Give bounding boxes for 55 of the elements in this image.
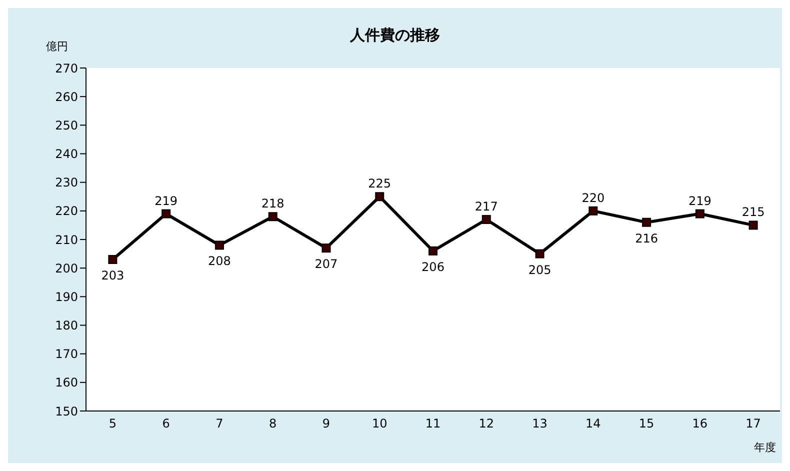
data-label: 225 <box>368 176 392 191</box>
point <box>748 220 758 230</box>
point <box>588 206 598 216</box>
y-axis-title: 億円 <box>46 39 68 54</box>
x-axis-title: 年度 <box>754 440 776 455</box>
data-label: 207 <box>314 257 338 272</box>
point <box>482 214 491 224</box>
data-label: 219 <box>154 194 178 208</box>
y-tick-label: 240 <box>55 147 78 162</box>
y-tick-label: 210 <box>55 232 78 247</box>
point <box>428 246 438 256</box>
x-tick-label: 8 <box>269 416 277 431</box>
x-tick-label: 9 <box>322 416 330 431</box>
point <box>108 255 118 264</box>
x-tick-label: 5 <box>108 416 117 431</box>
data-label: 206 <box>422 260 444 274</box>
point <box>214 240 224 250</box>
y-tick-label: 260 <box>55 90 78 104</box>
data-label: 220 <box>582 190 605 205</box>
x-tick-label: 16 <box>692 416 708 431</box>
data-label: 219 <box>688 194 712 208</box>
point <box>642 218 652 227</box>
y-tick-label: 200 <box>55 261 78 276</box>
x-tick-label: 14 <box>586 416 601 431</box>
y-tick-label: 180 <box>55 318 78 333</box>
point <box>322 244 331 253</box>
data-label: 215 <box>742 205 765 220</box>
data-label: 208 <box>208 254 231 268</box>
x-tick-label: 12 <box>478 416 494 431</box>
point <box>162 209 171 218</box>
y-tick-label: 230 <box>55 176 78 190</box>
x-tick-label: 13 <box>532 416 548 431</box>
y-tick-label: 170 <box>55 347 78 362</box>
x-tick-label: 11 <box>425 416 441 431</box>
y-tick-label: 250 <box>55 118 78 132</box>
chart-title: 人件費の推移 <box>350 26 440 44</box>
data-label: 218 <box>261 196 284 211</box>
y-tick-label: 270 <box>55 61 78 76</box>
y-tick-label: 160 <box>55 376 78 390</box>
x-tick-label: 15 <box>638 416 654 431</box>
y-tick-label: 150 <box>55 404 78 418</box>
data-label: 217 <box>474 199 498 214</box>
point <box>268 212 278 222</box>
y-tick-label: 220 <box>55 204 78 218</box>
data-label: 205 <box>528 262 552 277</box>
data-label: 216 <box>635 231 658 246</box>
x-tick-label: 17 <box>746 416 761 431</box>
y-tick-label: 190 <box>55 290 78 304</box>
x-tick-label: 10 <box>372 416 388 431</box>
point <box>375 192 384 202</box>
point <box>695 209 704 218</box>
x-tick-label: 6 <box>162 416 170 431</box>
x-tick-label: 7 <box>216 416 224 431</box>
point <box>535 249 544 258</box>
data-label: 203 <box>101 268 124 283</box>
